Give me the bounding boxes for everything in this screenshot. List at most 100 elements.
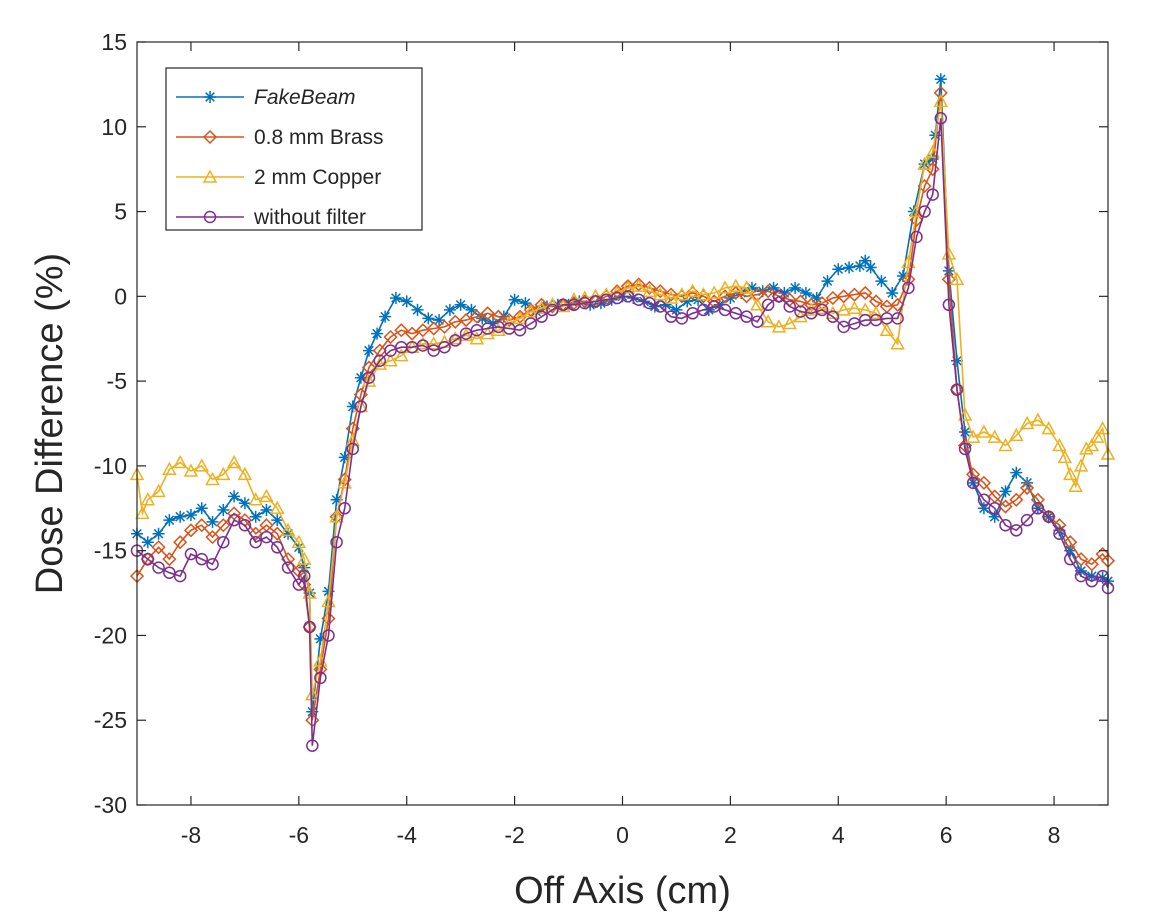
data-point — [999, 518, 1012, 532]
data-point — [269, 500, 285, 515]
series-line — [136, 118, 1109, 746]
data-point — [523, 304, 539, 318]
data-point — [890, 297, 905, 312]
data-point — [950, 354, 963, 367]
data-point — [1068, 478, 1083, 492]
data-point — [642, 283, 657, 297]
data-point — [206, 515, 219, 528]
data-point — [652, 287, 668, 301]
data-point — [632, 293, 645, 306]
data-point — [433, 314, 446, 327]
data-point — [173, 569, 187, 583]
data-point — [670, 303, 683, 316]
data-point — [384, 344, 397, 357]
data-point — [476, 312, 489, 325]
data-point — [194, 458, 209, 472]
data-point — [958, 442, 972, 456]
data-point — [933, 93, 949, 108]
data-point — [750, 297, 765, 311]
data-point — [248, 492, 263, 506]
series-layer — [129, 73, 1116, 752]
x-tick-label: 8 — [1048, 822, 1061, 848]
data-point — [934, 73, 947, 86]
data-point — [259, 488, 274, 503]
data-point — [1041, 421, 1056, 435]
legend-label: without filter — [253, 206, 366, 229]
data-point — [767, 281, 780, 294]
data-point — [437, 319, 452, 334]
data-point — [449, 334, 462, 347]
data-point — [926, 152, 939, 165]
data-point — [411, 303, 424, 316]
y-tick-label: 5 — [114, 199, 127, 225]
data-point — [925, 144, 940, 158]
data-point — [512, 310, 528, 325]
data-point — [141, 552, 155, 566]
data-point — [761, 284, 776, 299]
data-point — [750, 287, 765, 302]
data-point — [546, 303, 559, 317]
data-point — [771, 319, 787, 333]
data-point — [141, 536, 154, 549]
data-point — [739, 280, 754, 294]
data-point — [280, 522, 296, 537]
data-point — [957, 407, 973, 421]
x-axis-ticks: -8 -6 -4 -2 0 2 4 6 8 — [181, 42, 1061, 848]
data-point — [314, 632, 327, 645]
x-tick-label: 6 — [940, 822, 953, 848]
data-point — [238, 518, 252, 532]
data-point — [184, 547, 198, 561]
y-tick-label: -25 — [94, 707, 127, 733]
data-point — [826, 310, 840, 323]
data-point — [663, 287, 679, 302]
data-point — [821, 275, 834, 288]
y-tick-label: 10 — [101, 114, 127, 140]
data-point — [480, 306, 495, 321]
data-point — [1073, 458, 1089, 472]
data-point — [206, 557, 219, 571]
data-point — [226, 454, 242, 469]
data-point — [706, 285, 722, 299]
data-point — [282, 527, 295, 540]
data-point — [217, 535, 230, 549]
data-point — [1042, 510, 1055, 524]
data-point — [988, 502, 1001, 515]
data-point — [194, 518, 209, 533]
data-point — [988, 510, 1001, 523]
data-point — [422, 312, 435, 325]
data-point — [372, 356, 388, 370]
x-tick-label: 0 — [616, 822, 629, 848]
data-point — [1053, 527, 1066, 540]
data-point — [174, 510, 187, 523]
data-point — [260, 530, 273, 544]
data-point — [1085, 574, 1099, 588]
data-point — [362, 344, 375, 357]
data-point — [653, 284, 668, 299]
legend-item: FakeBeam — [176, 86, 356, 109]
data-point — [314, 671, 327, 685]
data-point — [1079, 441, 1094, 455]
data-point — [761, 298, 775, 312]
x-tick-label: -4 — [396, 822, 417, 848]
data-point — [891, 312, 904, 325]
data-point — [789, 281, 802, 294]
data-point — [195, 552, 208, 566]
data-point — [686, 307, 699, 320]
data-point — [815, 303, 829, 317]
data-point — [173, 535, 188, 550]
data-point — [674, 289, 689, 304]
data-point — [697, 303, 710, 317]
data-point — [371, 327, 384, 340]
data-point — [162, 552, 177, 567]
data-point — [729, 307, 743, 320]
legend-swatch-marker — [202, 129, 218, 145]
data-point — [897, 269, 910, 282]
data-point — [280, 552, 296, 567]
data-point — [933, 85, 948, 100]
data-point — [438, 340, 451, 354]
data-point — [448, 314, 463, 329]
data-point — [718, 303, 732, 317]
data-point — [1073, 552, 1089, 567]
data-point — [793, 294, 808, 309]
